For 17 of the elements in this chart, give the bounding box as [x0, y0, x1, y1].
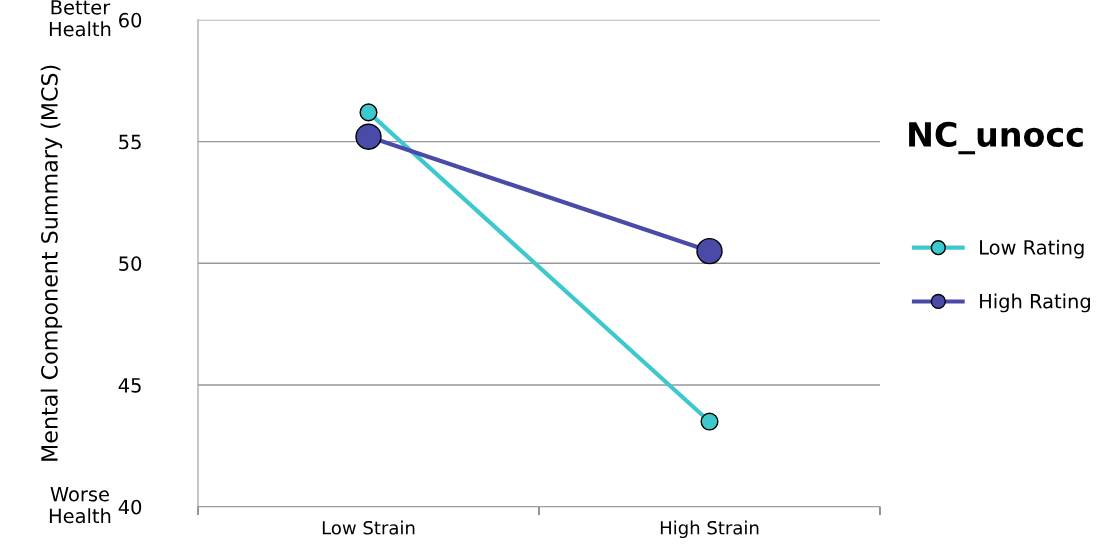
- legend-label: High Rating: [980, 293, 1090, 313]
- point: [355, 123, 382, 150]
- y-tick-label: 40: [118, 499, 142, 515]
- text: Better Health: [49, 0, 111, 37]
- y-axis-title: Mental Component Summary (MCS): [40, 65, 63, 461]
- point: [696, 237, 723, 265]
- y-tick-label: 50: [119, 256, 142, 271]
- point: [359, 103, 378, 122]
- legend-label: Low Rating: [980, 239, 1084, 259]
- x-tick-label: Low Strain: [322, 520, 415, 535]
- text: Worse Health: [49, 487, 111, 524]
- x-tick-label: High Strain: [660, 520, 759, 539]
- text: NC_unocc: [909, 121, 1083, 155]
- point: [700, 412, 719, 431]
- y-tick-label: 45: [118, 378, 141, 393]
- y-tick-label: 55: [119, 134, 141, 150]
- y-tick-label: 60: [119, 12, 142, 28]
